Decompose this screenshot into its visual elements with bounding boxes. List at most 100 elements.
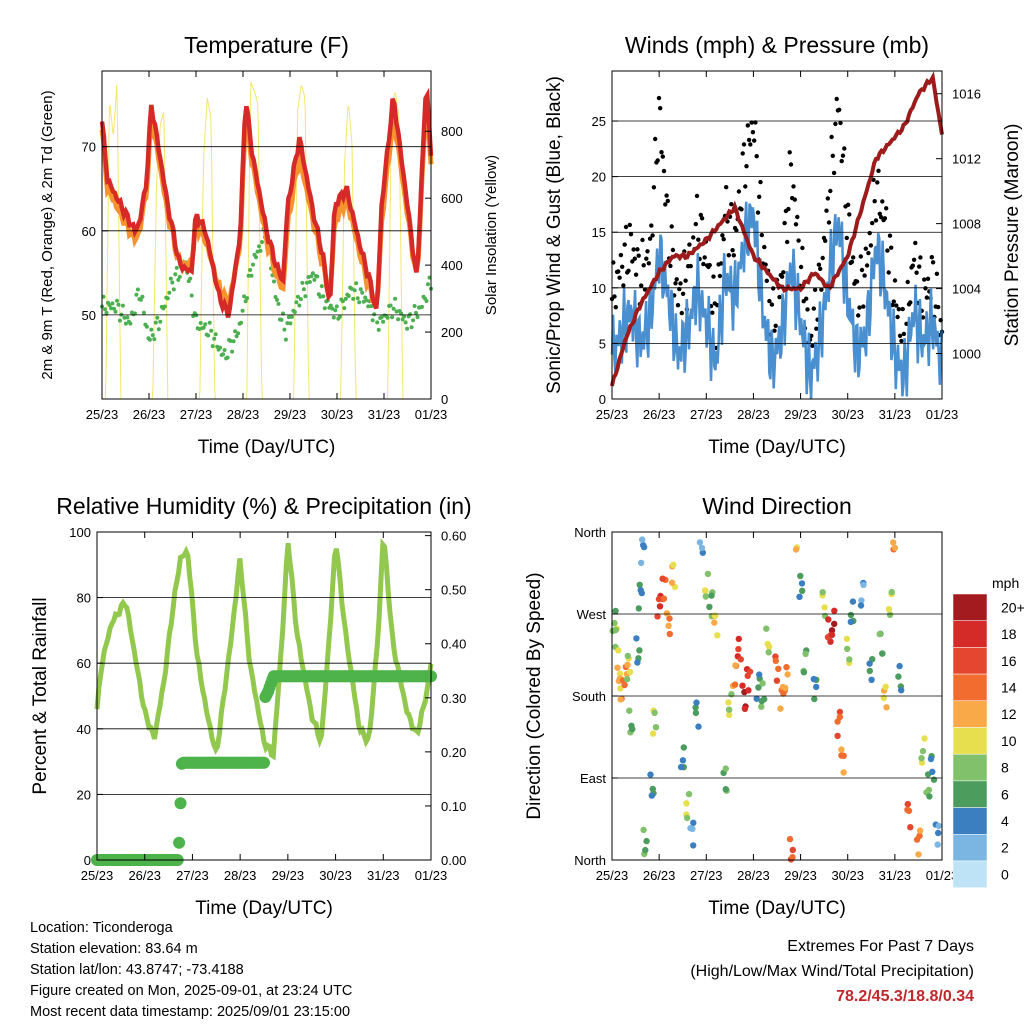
- td-point: [162, 304, 167, 309]
- gust-point: [875, 180, 880, 185]
- direction-point: [846, 656, 853, 663]
- x-axis-label: Time (Day/UTC): [708, 898, 846, 919]
- gust-point: [649, 223, 654, 228]
- colorbar-swatch: [952, 700, 988, 728]
- gust-point: [668, 263, 673, 269]
- y-right-tick-label: 0.60: [441, 529, 466, 544]
- gust-point: [658, 106, 663, 111]
- direction-point: [916, 827, 924, 834]
- direction-point: [735, 645, 742, 653]
- direction-point: [755, 684, 762, 691]
- td-point: [297, 303, 302, 308]
- y-tick-label: East: [580, 771, 606, 786]
- direction-point: [796, 593, 803, 600]
- x-tick-label: 26/23: [643, 868, 676, 883]
- y-axis-label: Percent & Total Rainfall: [30, 597, 51, 794]
- x-tick-label: 30/23: [831, 868, 864, 883]
- direction-point: [737, 656, 744, 663]
- gust-point: [656, 95, 662, 101]
- td-point: [123, 321, 128, 326]
- y-tick-label: 15: [592, 225, 606, 240]
- gust-point: [917, 264, 922, 269]
- td-point: [285, 321, 290, 326]
- y-right-tick-label: 1000: [952, 347, 981, 362]
- x-tick-label: 28/23: [227, 407, 260, 422]
- td-point: [138, 297, 143, 302]
- td-point: [303, 294, 308, 299]
- td-point: [288, 321, 293, 326]
- direction-point: [919, 747, 927, 755]
- direction-point: [876, 630, 883, 638]
- td-point: [168, 276, 173, 281]
- gust-point: [914, 270, 919, 275]
- series-pressure-line: [610, 71, 944, 387]
- td-point: [358, 287, 363, 292]
- gust-point: [922, 277, 927, 282]
- gust-point: [844, 235, 849, 241]
- td-point: [355, 296, 360, 301]
- gust-point: [675, 303, 681, 308]
- gust-point: [701, 261, 706, 267]
- gust-point: [670, 247, 676, 253]
- colorbar-label: 12: [1001, 706, 1017, 722]
- gust-point: [748, 142, 753, 147]
- direction-point: [663, 610, 671, 617]
- direction-point: [798, 580, 806, 587]
- gust-point: [679, 310, 684, 316]
- td-point: [391, 306, 396, 311]
- gust-point: [683, 278, 688, 283]
- gust-point: [772, 328, 777, 333]
- direction-point: [708, 592, 715, 599]
- y-tick-label: 50: [82, 308, 96, 323]
- direction-point: [648, 792, 655, 799]
- direction-point: [879, 650, 886, 657]
- direction-point: [883, 704, 890, 711]
- gust-point: [824, 208, 829, 213]
- td-point: [155, 315, 160, 320]
- gust-point: [892, 278, 898, 283]
- td-point: [276, 301, 281, 306]
- gust-point: [882, 216, 888, 221]
- gust-point: [762, 244, 767, 250]
- td-point: [248, 268, 253, 272]
- direction-point: [699, 549, 706, 556]
- td-point: [104, 310, 109, 315]
- direction-point: [684, 814, 691, 822]
- y-tick-label: North: [574, 853, 606, 868]
- direction-point: [651, 709, 658, 716]
- direction-point: [927, 755, 935, 763]
- gust-point: [918, 255, 923, 260]
- precip-point: [173, 836, 186, 849]
- gust-point: [755, 210, 761, 215]
- colorbar-label: 14: [1001, 679, 1017, 695]
- direction-point: [891, 544, 899, 551]
- colorbar-swatch: [952, 620, 988, 648]
- x-tick-label: 29/23: [274, 407, 307, 422]
- direction-point: [775, 665, 782, 672]
- td-point: [257, 244, 261, 249]
- td-point: [249, 273, 254, 278]
- direction-point: [782, 684, 789, 692]
- gust-point: [786, 206, 791, 212]
- direction-point: [668, 579, 676, 586]
- direction-point: [811, 695, 818, 703]
- direction-point: [792, 546, 800, 553]
- direction-point: [660, 595, 668, 602]
- gust-point: [818, 266, 823, 271]
- gust-point: [782, 220, 787, 226]
- extremes-values: 78.2/45.3/18.8/0.34: [836, 988, 974, 1005]
- gust-point: [861, 304, 866, 309]
- gust-point: [721, 237, 726, 242]
- gust-point: [863, 246, 868, 251]
- gust-point: [659, 150, 664, 155]
- gust-point: [866, 250, 871, 256]
- y-axis-label: 2m & 9m T (Red, Orange) & 2m Td (Green): [39, 90, 56, 379]
- td-point: [231, 339, 236, 344]
- direction-point: [921, 735, 928, 742]
- td-point: [354, 281, 359, 286]
- gust-point: [759, 232, 764, 238]
- x-tick-label: 31/23: [367, 868, 400, 883]
- direction-point: [904, 800, 911, 808]
- direction-point: [635, 605, 642, 612]
- td-point: [210, 344, 215, 349]
